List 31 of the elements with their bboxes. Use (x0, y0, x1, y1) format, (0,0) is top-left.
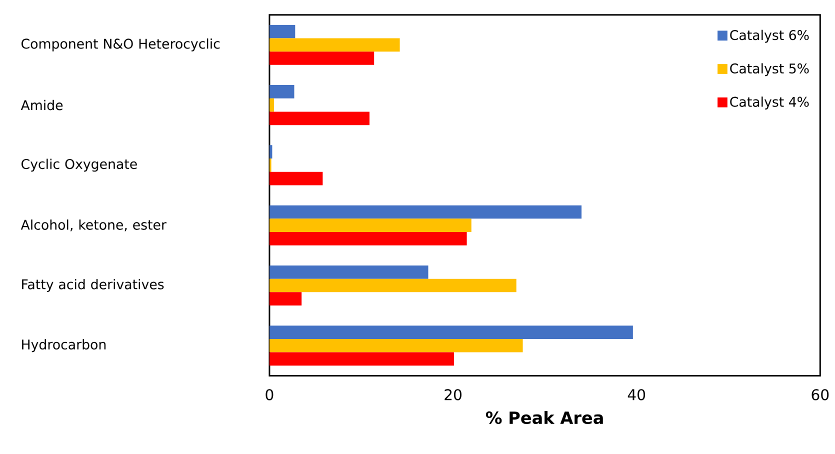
legend-label: Catalyst 5% (730, 63, 809, 76)
y-tick-label: Cyclic Oxygenate (22, 158, 137, 172)
legend-label: Catalyst 4% (730, 96, 809, 110)
x-tick-label: 0 (266, 389, 274, 400)
bar (269, 266, 428, 279)
bar (269, 292, 302, 306)
y-tick-label: Alcohol, ketone, ester (20, 220, 166, 232)
x-axis-title: % Peak Area (486, 411, 603, 424)
x-tick-label: 40 (628, 389, 646, 400)
x-tick-label: 20 (444, 389, 462, 400)
bar (269, 52, 374, 66)
bar (269, 98, 274, 112)
bar (269, 352, 454, 366)
bar (269, 218, 472, 232)
bar (269, 326, 633, 340)
bar (269, 172, 323, 186)
bar (269, 85, 294, 98)
bar (269, 339, 523, 352)
bar (269, 38, 400, 52)
y-tick-label: Amide (20, 100, 63, 110)
bar (269, 145, 272, 159)
bar (269, 112, 370, 126)
bar (269, 232, 467, 246)
legend-label: Catalyst 6% (730, 30, 809, 43)
bar (269, 278, 516, 292)
bar (269, 205, 582, 219)
x-tick-label: 60 (812, 389, 829, 400)
bar (269, 24, 296, 38)
y-tick-label: Hydrocarbon (22, 339, 106, 352)
y-tick-label: Component N&O Heterocyclic (22, 38, 220, 52)
y-tick-label: Fatty acid derivatives (22, 279, 164, 292)
